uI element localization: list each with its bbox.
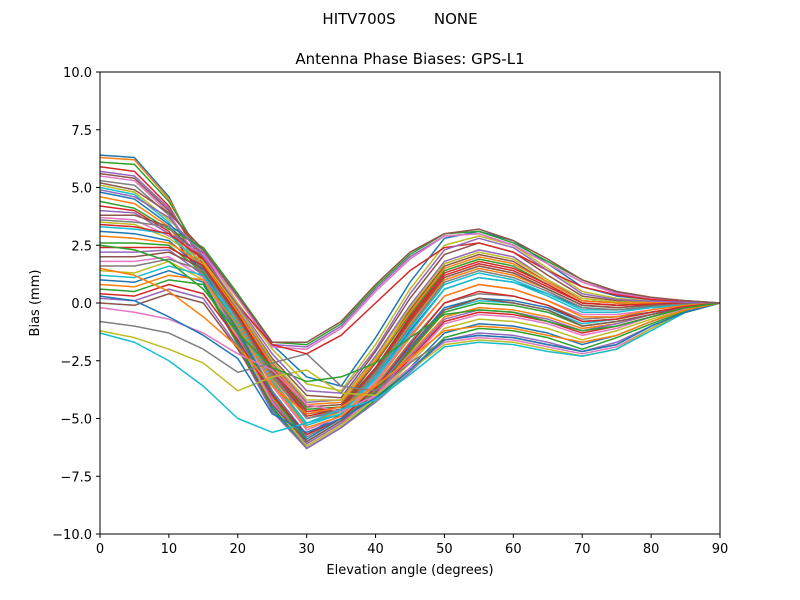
x-axis-label: Elevation angle (degrees) <box>326 563 493 578</box>
series-layer <box>99 154 721 450</box>
series-line-30 <box>99 265 721 424</box>
figure-suptitle: HITV700S NONE <box>322 10 477 28</box>
series-line-28 <box>100 258 721 420</box>
series-line-19 <box>99 221 720 401</box>
series-line-41 <box>99 295 721 434</box>
x-axis-ticks: 0 10 20 30 40 50 60 70 80 90 <box>96 534 728 557</box>
series-line-35 <box>99 288 721 450</box>
y-axis-label: Bias (mm) <box>28 270 43 337</box>
x-tick-label: 40 <box>367 542 384 557</box>
series-line-43 <box>99 244 721 383</box>
series-line-44 <box>99 223 721 355</box>
y-tick-label: −2.5 <box>60 355 92 370</box>
y-tick-label: 0.0 <box>71 297 92 312</box>
series-line-24 <box>100 246 720 413</box>
x-tick-label: 50 <box>436 542 453 557</box>
series-line-27 <box>100 256 721 447</box>
series-line-15 <box>99 209 721 348</box>
y-tick-label: −5.0 <box>60 413 92 428</box>
series-line-34 <box>99 283 721 436</box>
y-tick-label: −10.0 <box>52 528 92 543</box>
y-tick-label: −7.5 <box>60 470 92 485</box>
chart-title: Antenna Phase Biases: GPS-L1 <box>295 50 524 68</box>
y-tick-label: 7.5 <box>71 124 92 139</box>
x-tick-label: 0 <box>96 542 104 557</box>
series-line-45 <box>99 189 721 394</box>
series-line-22 <box>99 235 720 406</box>
series-line-26 <box>100 251 721 415</box>
series-line-42 <box>99 267 721 415</box>
x-tick-label: 30 <box>298 542 315 557</box>
x-tick-label: 70 <box>574 542 591 557</box>
y-tick-label: 10.0 <box>63 66 92 81</box>
x-tick-label: 60 <box>505 542 522 557</box>
series-line-40 <box>99 302 721 434</box>
series-line-17 <box>99 216 721 350</box>
series-line-36 <box>99 293 721 443</box>
y-tick-label: 5.0 <box>71 182 92 197</box>
x-tick-label: 80 <box>643 542 660 557</box>
series-line-46 <box>99 182 721 344</box>
x-tick-label: 10 <box>161 542 178 557</box>
x-tick-label: 20 <box>230 542 247 557</box>
y-tick-label: 2.5 <box>71 239 92 254</box>
series-line-37 <box>99 302 721 413</box>
y-axis-ticks: −10.0 −7.5 −5.0 −2.5 0.0 2.5 5.0 7.5 10.0 <box>52 66 100 543</box>
x-tick-label: 90 <box>712 542 729 557</box>
